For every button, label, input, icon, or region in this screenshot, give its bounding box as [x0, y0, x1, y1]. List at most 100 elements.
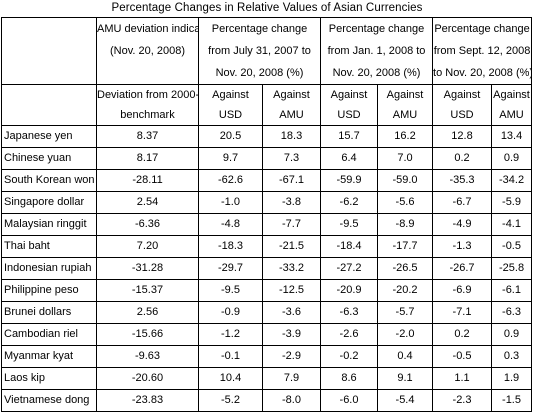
table-row: Indonesian rupiah -31.28 -29.7 -33.2 -27.2 -2… [1, 257, 533, 280]
table-body: Japanese yen 8.37 20.5 18.3 15.7 16.2 12.8 13.4… [1, 125, 533, 412]
value-cell: 8.6 [320, 367, 379, 390]
header-text: Percentage change [328, 23, 425, 35]
value-cell: -59.9 [320, 169, 379, 192]
currency-name-cell: South Korean won [1, 169, 97, 192]
header-text: from Jan. 1, 2008 to [327, 45, 426, 57]
header-row-subcolumns: Deviation from 2000-01 benchmark Against… [1, 84, 533, 126]
table-title: Percentage Changes in Relative Values of… [111, 2, 423, 14]
subheader-text: Against [386, 89, 424, 101]
subheader-text: Against [493, 89, 530, 101]
header-text: to Nov. 20, 2008 (%) [433, 67, 532, 79]
value-cell: -5.4 [377, 389, 434, 412]
value-cell: -2.9 [261, 345, 322, 368]
value-cell: -1.5 [491, 389, 533, 412]
value-cell: -4.8 [198, 213, 263, 236]
currency-name-cell: Singapore dollar [1, 191, 97, 214]
value-cell: -12.5 [261, 279, 322, 302]
subheader-against-usd: Against USD [432, 84, 493, 126]
value-cell: -29.7 [198, 257, 263, 280]
value-cell: 0.2 [432, 147, 493, 170]
currency-name-cell: Myanmar kyat [1, 345, 97, 368]
value-cell: -15.37 [96, 279, 199, 302]
value-cell: 1.9 [491, 367, 533, 390]
value-cell: 7.3 [261, 147, 322, 170]
subheader-text: AMU [279, 109, 304, 121]
header-change-since-sep-2008: Percentage change from Sept. 12, 2008 to… [432, 17, 533, 85]
value-cell: -15.66 [96, 323, 199, 346]
value-cell: -0.5 [491, 235, 533, 258]
header-row-groups: AMU deviation indicator (Nov. 20, 2008) … [1, 17, 533, 85]
value-cell: -5.2 [198, 389, 263, 412]
value-cell: -5.7 [377, 301, 434, 324]
value-cell: 0.3 [491, 345, 533, 368]
currency-name-cell: Vietnamese dong [1, 389, 97, 412]
table-row: Malaysian ringgit -6.36 -4.8 -7.7 -9.5 -8.9 -4… [1, 213, 533, 236]
value-cell: 0.9 [491, 323, 533, 346]
value-cell: -31.28 [96, 257, 199, 280]
value-cell: -6.0 [320, 389, 379, 412]
subheader-against-amu: Against AMU [491, 84, 533, 126]
value-cell: -17.7 [377, 235, 434, 258]
table-row: Vietnamese dong -23.83 -5.2 -8.0 -6.0 -5.4 -2.… [1, 389, 533, 412]
value-cell: -20.60 [96, 367, 199, 390]
value-cell: -6.9 [432, 279, 493, 302]
value-cell: 9.1 [377, 367, 434, 390]
currency-name-cell: Chinese yuan [1, 147, 97, 170]
value-cell: -9.5 [320, 213, 379, 236]
value-cell: -20.9 [320, 279, 379, 302]
value-cell: -0.9 [198, 301, 263, 324]
value-cell: -6.36 [96, 213, 199, 236]
header-change-since-jul-2007: Percentage change from July 31, 2007 to … [197, 17, 322, 85]
value-cell: -0.2 [320, 345, 379, 368]
subheader-text: USD [218, 109, 243, 121]
value-cell: -18.3 [198, 235, 263, 258]
value-cell: 15.7 [320, 125, 379, 148]
subheader-text: USD [450, 109, 474, 121]
table-row: Singapore dollar 2.54 -1.0 -3.8 -6.2 -5.6 -6.7… [1, 191, 533, 214]
table-row: Thai baht 7.20 -18.3 -21.5 -18.4 -17.7 -1.3 -0.… [1, 235, 533, 258]
value-cell: -6.3 [491, 301, 533, 324]
value-cell: -9.63 [96, 345, 199, 368]
header-text: (Nov. 20, 2008) [109, 45, 185, 57]
value-cell: 20.5 [198, 125, 263, 148]
value-cell: -59.0 [377, 169, 434, 192]
subheader-against-usd: Against USD [320, 84, 379, 126]
subheader-text: Against [273, 89, 310, 101]
value-cell: -26.7 [432, 257, 493, 280]
value-cell: -7.7 [261, 213, 322, 236]
value-cell: -18.4 [320, 235, 379, 258]
subheader-text: USD [337, 109, 361, 121]
value-cell: 7.20 [96, 235, 199, 258]
table-row: Japanese yen 8.37 20.5 18.3 15.7 16.2 12.8 13.4 [1, 125, 533, 148]
value-cell: -4.9 [432, 213, 493, 236]
header-corner-cell [1, 17, 97, 85]
header-text: Nov. 20, 2008 (%) [215, 67, 304, 79]
value-cell: -26.5 [377, 257, 434, 280]
currency-name-cell: Philippine peso [1, 279, 97, 302]
value-cell: -23.83 [96, 389, 199, 412]
value-cell: -6.7 [432, 191, 493, 214]
value-cell: -8.0 [261, 389, 322, 412]
table-row: Philippine peso -15.37 -9.5 -12.5 -20.9 -20.2… [1, 279, 533, 302]
value-cell: 8.37 [96, 125, 199, 148]
subheader-text: AMU [392, 109, 418, 121]
table-row: South Korean won -28.11 -62.6 -67.1 -59.9 -59… [1, 169, 533, 192]
value-cell: -21.5 [261, 235, 322, 258]
value-cell: -62.6 [198, 169, 263, 192]
header-text: AMU deviation indicator [97, 23, 198, 35]
value-cell: -5.6 [377, 191, 434, 214]
currency-name-cell: Indonesian rupiah [1, 257, 97, 280]
value-cell: -6.1 [491, 279, 533, 302]
value-cell: 10.4 [198, 367, 263, 390]
currency-table: AMU deviation indicator (Nov. 20, 2008) … [1, 17, 533, 412]
table-row: Myanmar kyat -9.63 -0.1 -2.9 -0.2 0.4 -0.5 0.3 [1, 345, 533, 368]
subheader-text: AMU [499, 109, 524, 121]
value-cell: -25.8 [491, 257, 533, 280]
currency-name-cell: Thai baht [1, 235, 97, 258]
header-text: from Sept. 12, 2008 [433, 45, 531, 57]
value-cell: 1.1 [432, 367, 493, 390]
value-cell: 0.2 [432, 323, 493, 346]
value-cell: -0.5 [432, 345, 493, 368]
header-amu-deviation: AMU deviation indicator (Nov. 20, 2008) [96, 17, 199, 85]
